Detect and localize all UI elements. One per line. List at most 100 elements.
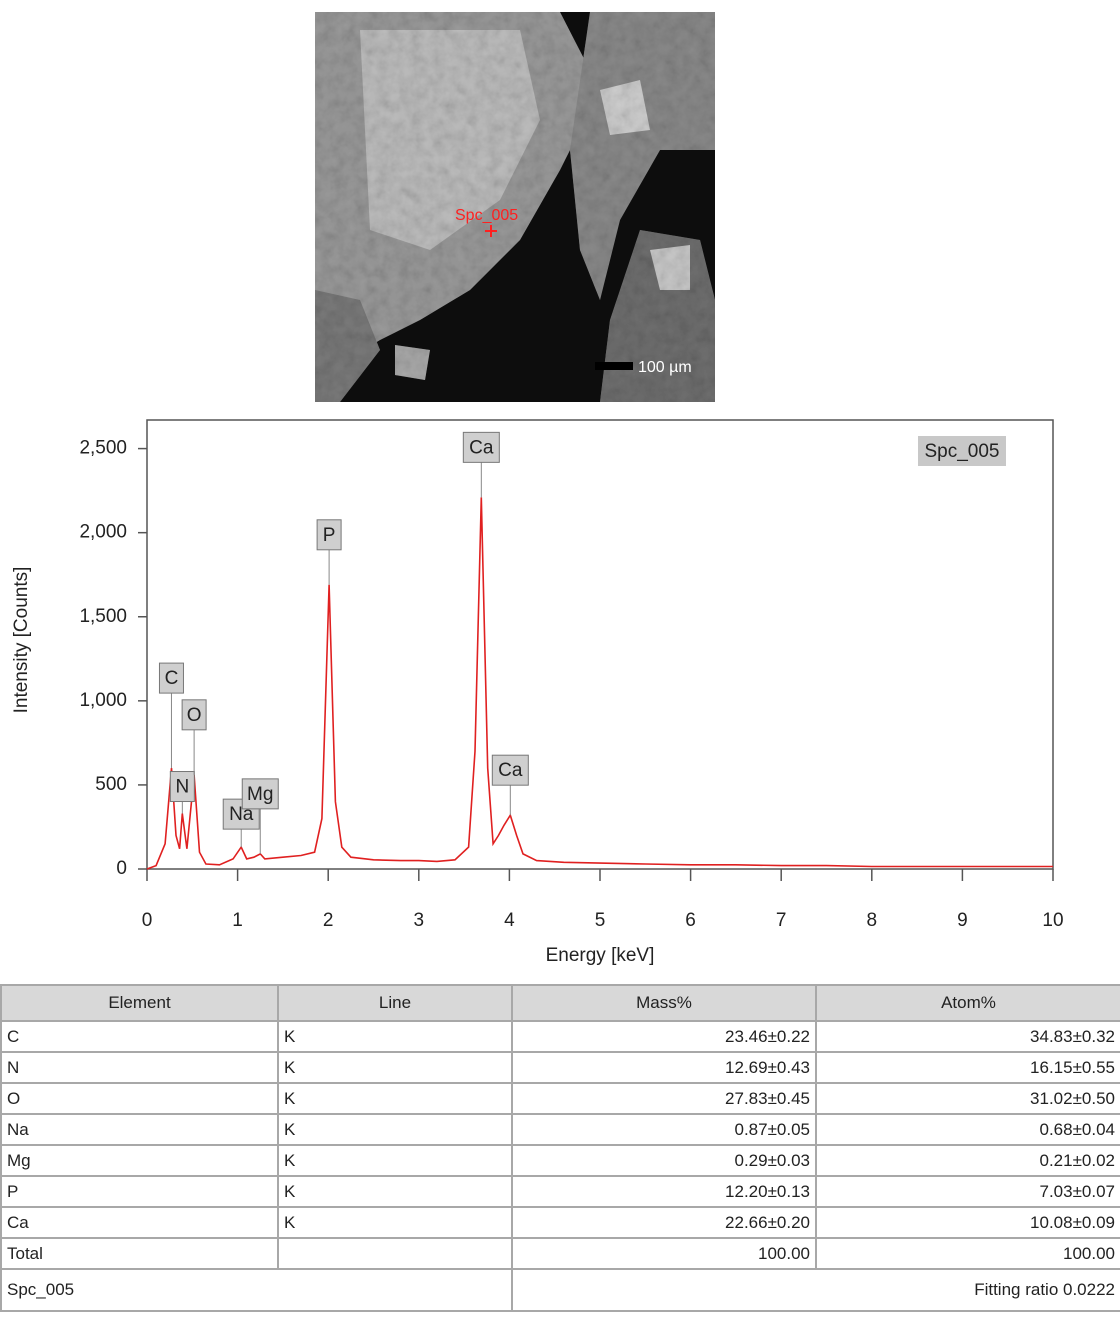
table-cell: K — [277, 1113, 513, 1146]
table-cell: K — [277, 1051, 513, 1084]
table-cell: K — [277, 1082, 513, 1115]
peak-text: N — [175, 777, 189, 798]
table-cell: 12.69±0.43 — [511, 1051, 817, 1084]
table-cell: 12.20±0.13 — [511, 1175, 817, 1208]
y-tick-label: 1,500 — [79, 606, 127, 627]
table-cell: K — [277, 1206, 513, 1239]
x-tick-label: 0 — [142, 910, 153, 931]
sem-image: Spc_005 100 µm — [315, 12, 715, 402]
spectrum-line — [146, 497, 1053, 870]
table-row: Mg K 0.29±0.03 0.21±0.02 — [0, 1144, 1120, 1177]
y-tick-label: 0 — [116, 858, 127, 879]
plot-frame — [146, 419, 1054, 870]
header-row: Element Line Mass% Atom% — [0, 984, 1120, 1022]
peak-label: O — [181, 699, 207, 775]
y-tick-label: 2,500 — [79, 438, 127, 459]
footer-row: Spc_005 Fitting ratio 0.0222 — [0, 1268, 1120, 1312]
peak-label: Ca — [491, 754, 529, 816]
header-cell: Line — [277, 984, 513, 1022]
x-tick-label: 9 — [957, 910, 968, 931]
x-tick-label: 5 — [595, 910, 606, 931]
table-row: N K 12.69±0.43 16.15±0.55 — [0, 1051, 1120, 1084]
peak-label: N — [169, 771, 195, 814]
table-cell: 34.83±0.32 — [815, 1020, 1120, 1053]
peak-text: Mg — [247, 784, 273, 805]
table-cell: 23.46±0.22 — [511, 1020, 817, 1053]
legend-box — [918, 436, 1006, 466]
table-cell: 100.00 — [815, 1237, 1120, 1270]
table-cell: 0.29±0.03 — [511, 1144, 817, 1177]
table-cell: Na — [0, 1113, 279, 1146]
x-tick-label: 7 — [776, 910, 787, 931]
peak-text: P — [323, 525, 336, 546]
table-cell: 0.68±0.04 — [815, 1113, 1120, 1146]
y-tick-label: 2,000 — [79, 522, 127, 543]
table-cell: K — [277, 1020, 513, 1053]
peak-box — [316, 519, 342, 551]
figure: Spc_005 100 µm Energy [keV] Intensity [C… — [11, 12, 1064, 966]
table-row: O K 27.83±0.45 31.02±0.50 — [0, 1082, 1120, 1115]
peak-box — [241, 778, 279, 810]
peak-box — [169, 771, 195, 803]
x-tick-label: 8 — [867, 910, 878, 931]
peak-label: P — [316, 519, 342, 585]
table-cell: 10.08±0.09 — [815, 1206, 1120, 1239]
table-row: Na K 0.87±0.05 0.68±0.04 — [0, 1113, 1120, 1146]
peak-label: Na — [222, 798, 260, 848]
table-cell: 7.03±0.07 — [815, 1175, 1120, 1208]
x-tick-label: 10 — [1042, 910, 1063, 931]
y-tick-label: 1,000 — [79, 690, 127, 711]
y-tick-label: 500 — [95, 774, 127, 795]
table-cell: 31.02±0.50 — [815, 1082, 1120, 1115]
y-axis-title: Intensity [Counts] — [11, 567, 32, 714]
scale-label: 100 µm — [638, 359, 692, 376]
table-cell: N — [0, 1051, 279, 1084]
peak-box — [462, 431, 500, 463]
marker-label: Spc_005 — [455, 207, 518, 224]
table-cell: Ca — [0, 1206, 279, 1239]
footer-left: Spc_005 — [0, 1268, 513, 1312]
peak-text: C — [165, 668, 179, 689]
table-cell: O — [0, 1082, 279, 1115]
table-row: Ca K 22.66±0.20 10.08±0.09 — [0, 1206, 1120, 1239]
header-cell: Element — [0, 984, 279, 1022]
peak-box — [158, 662, 184, 694]
header-cell: Mass% — [511, 984, 817, 1022]
x-tick-label: 1 — [232, 910, 243, 931]
peak-label: C — [158, 662, 184, 769]
x-tick-label: 3 — [414, 910, 425, 931]
peak-text: Ca — [469, 437, 494, 458]
peak-text: Na — [229, 804, 254, 825]
x-tick-label: 4 — [504, 910, 515, 931]
x-axis-title: Energy [keV] — [546, 945, 655, 966]
table-row: Total 100.00 100.00 — [0, 1237, 1120, 1270]
table-cell: P — [0, 1175, 279, 1208]
legend-label: Spc_005 — [924, 441, 999, 462]
table-cell: Total — [0, 1237, 279, 1270]
table-cell: Mg — [0, 1144, 279, 1177]
x-tick-label: 6 — [685, 910, 696, 931]
table-cell: 0.21±0.02 — [815, 1144, 1120, 1177]
table-row: P K 12.20±0.13 7.03±0.07 — [0, 1175, 1120, 1208]
table-cell: 16.15±0.55 — [815, 1051, 1120, 1084]
table-cell: C — [0, 1020, 279, 1053]
peak-box — [491, 754, 529, 786]
header-cell: Atom% — [815, 984, 1120, 1022]
table-cell: 100.00 — [511, 1237, 817, 1270]
peak-text: O — [187, 705, 202, 726]
footer-right: Fitting ratio 0.0222 — [511, 1268, 1120, 1312]
result-table: Element Line Mass% Atom% C K 23.46±0.22 34.83±… — [0, 984, 1120, 1312]
table-cell — [277, 1237, 513, 1270]
table-cell: 0.87±0.05 — [511, 1113, 817, 1146]
peak-label: Mg — [241, 778, 279, 854]
peak-label: Ca — [462, 431, 500, 498]
table-cell: K — [277, 1175, 513, 1208]
table-cell: 22.66±0.20 — [511, 1206, 817, 1239]
table-cell: K — [277, 1144, 513, 1177]
table-row: C K 23.46±0.22 34.83±0.32 — [0, 1020, 1120, 1053]
table-cell: 27.83±0.45 — [511, 1082, 817, 1115]
peak-text: Ca — [498, 760, 523, 781]
x-tick-label: 2 — [323, 910, 334, 931]
peak-box — [181, 699, 207, 731]
